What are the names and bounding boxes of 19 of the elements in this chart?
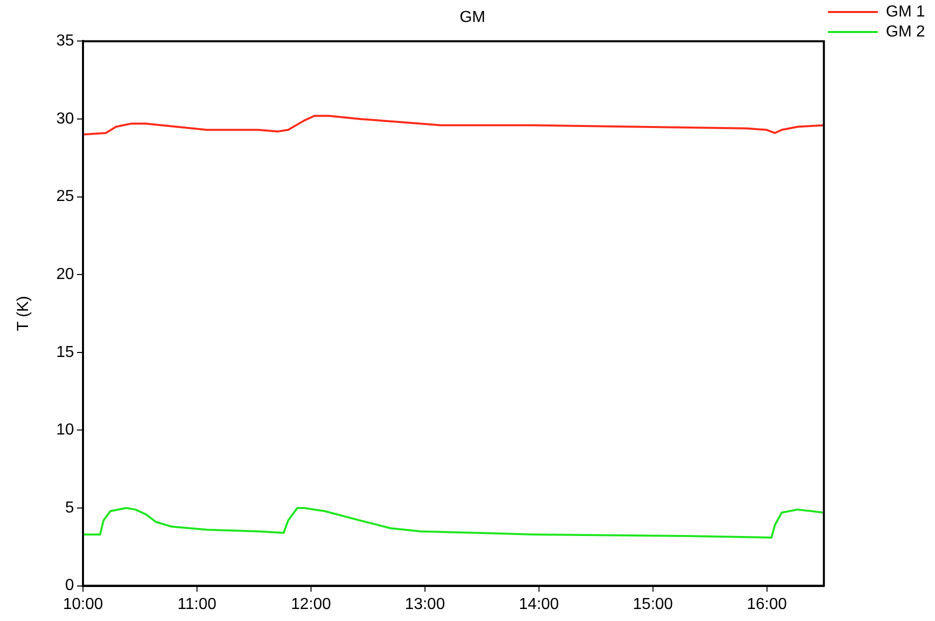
y-tick-label: 30: [56, 110, 74, 128]
x-tick-label: 14:00: [518, 596, 560, 613]
x-tick-label: 15:00: [632, 596, 674, 613]
x-tick-label: 13:00: [404, 596, 446, 613]
x-tick-label: 10:00: [62, 596, 104, 613]
y-tick-label: 5: [65, 499, 74, 516]
x-tick-label: 12:00: [290, 596, 332, 613]
y-tick-label: 20: [56, 266, 74, 284]
y-tick-label: 25: [56, 188, 74, 206]
y-tick-label: 15: [56, 344, 74, 361]
y-axis-title: T (K): [15, 296, 32, 332]
y-tick-label: 35: [56, 32, 74, 50]
chart-title: GM: [460, 9, 486, 26]
y-tick-label: 10: [56, 422, 74, 439]
y-tick-label: 0: [65, 577, 74, 594]
legend-label: GM 1: [886, 3, 926, 20]
x-tick-label: 16:00: [746, 596, 788, 613]
legend-label: GM 2: [886, 23, 926, 40]
x-tick-label: 11:00: [178, 596, 217, 613]
